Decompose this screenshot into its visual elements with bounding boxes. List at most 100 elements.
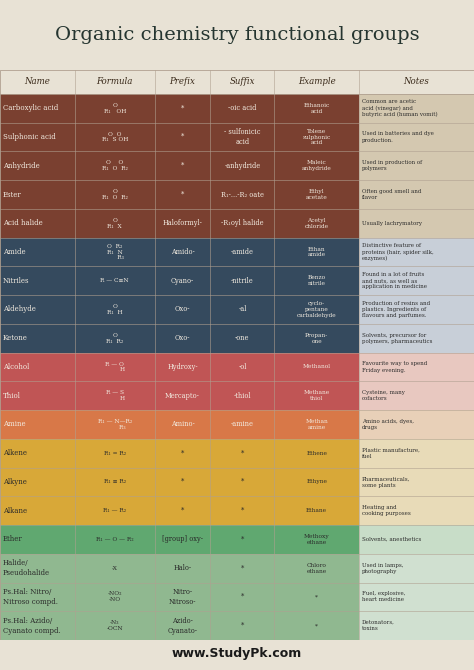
Bar bbox=[359, 496, 474, 525]
Bar bbox=[359, 295, 474, 324]
Text: R₁-...-R₂ oate: R₁-...-R₂ oate bbox=[221, 190, 264, 198]
Text: Mercapto-: Mercapto- bbox=[165, 392, 200, 400]
Text: [group] oxy-: [group] oxy- bbox=[162, 535, 203, 543]
Bar bbox=[359, 123, 474, 151]
Text: Solvents, precursor for
polymers, pharmaceutics: Solvents, precursor for polymers, pharma… bbox=[362, 332, 432, 344]
Text: Ethanoic
acid: Ethanoic acid bbox=[303, 103, 330, 114]
Text: *: * bbox=[241, 478, 244, 486]
Text: Pharmaceuticals,
some plants: Pharmaceuticals, some plants bbox=[362, 476, 410, 488]
Text: Methan
amine: Methan amine bbox=[305, 419, 328, 430]
Text: Haloformyl-: Haloformyl- bbox=[163, 219, 202, 227]
Text: Carboxylic acid: Carboxylic acid bbox=[3, 105, 58, 113]
Text: Ps.Hal: Azido/
Cyanato compd.: Ps.Hal: Azido/ Cyanato compd. bbox=[3, 616, 61, 634]
Bar bbox=[0, 151, 359, 180]
Text: -one: -one bbox=[235, 334, 250, 342]
Text: Ethyne: Ethyne bbox=[306, 480, 327, 484]
Bar bbox=[359, 468, 474, 496]
Text: -N₃
-OCN: -N₃ -OCN bbox=[106, 620, 123, 631]
Bar bbox=[0, 439, 359, 468]
Text: Sulphonic acid: Sulphonic acid bbox=[3, 133, 55, 141]
Bar bbox=[359, 267, 474, 295]
Text: Common are acetic
acid (vinegar) and
butyric acid (human vomit): Common are acetic acid (vinegar) and but… bbox=[362, 99, 438, 117]
Text: Halo-: Halo- bbox=[173, 564, 191, 572]
Text: Production of resins and
plastics. Ingredients of
flavours and parfumes.: Production of resins and plastics. Ingre… bbox=[362, 301, 430, 318]
Bar bbox=[0, 582, 359, 611]
Text: O    O
R₁  O  R₂: O O R₁ O R₂ bbox=[102, 160, 128, 172]
Text: -amine: -amine bbox=[231, 421, 254, 428]
Text: Suffix: Suffix bbox=[230, 78, 255, 86]
Text: *: * bbox=[241, 622, 244, 630]
Bar bbox=[359, 554, 474, 582]
Text: Used in lamps,
photography: Used in lamps, photography bbox=[362, 563, 403, 574]
Bar bbox=[359, 611, 474, 640]
Text: cyclo-
pentane
carbaldehyde: cyclo- pentane carbaldehyde bbox=[297, 302, 337, 318]
Text: O  R₂
R₁  N
      R₃: O R₂ R₁ N R₃ bbox=[106, 244, 124, 261]
Bar bbox=[359, 324, 474, 352]
Text: -oic acid: -oic acid bbox=[228, 105, 256, 113]
Bar bbox=[0, 468, 359, 496]
Text: Nitro-
Nitroso-: Nitro- Nitroso- bbox=[169, 588, 196, 606]
Text: -NO₂
-NO: -NO₂ -NO bbox=[108, 592, 122, 602]
Text: Ester: Ester bbox=[3, 190, 22, 198]
Text: Ps.Hal: Nitro/
Nitroso compd.: Ps.Hal: Nitro/ Nitroso compd. bbox=[3, 588, 58, 606]
Text: *: * bbox=[181, 105, 184, 113]
Text: O  O
R₁  S OH: O O R₁ S OH bbox=[101, 131, 128, 143]
Text: Anhydride: Anhydride bbox=[3, 161, 40, 170]
Bar bbox=[359, 180, 474, 209]
Text: *: * bbox=[241, 535, 244, 543]
Text: Organic chemistry functional groups: Organic chemistry functional groups bbox=[55, 26, 419, 44]
Bar bbox=[359, 582, 474, 611]
Text: *: * bbox=[241, 593, 244, 601]
Text: Thiol: Thiol bbox=[3, 392, 21, 400]
Bar bbox=[359, 352, 474, 381]
Text: Formula: Formula bbox=[97, 78, 133, 86]
Bar bbox=[359, 381, 474, 410]
Text: Heating and
cooking purposes: Heating and cooking purposes bbox=[362, 505, 410, 517]
Text: *: * bbox=[181, 161, 184, 170]
Text: Detonators,
toxins: Detonators, toxins bbox=[362, 620, 394, 631]
Text: Found in a lot of fruits
and nuts, as well as
application in medicine: Found in a lot of fruits and nuts, as we… bbox=[362, 272, 427, 289]
Text: www.StudyPk.com: www.StudyPk.com bbox=[172, 647, 302, 660]
Text: Methoxy
ethane: Methoxy ethane bbox=[304, 534, 329, 545]
Text: Usually lachrymatory: Usually lachrymatory bbox=[362, 221, 422, 226]
Bar bbox=[0, 209, 359, 238]
Text: *: * bbox=[315, 594, 318, 600]
Text: -ol: -ol bbox=[238, 363, 246, 371]
Text: -nitrile: -nitrile bbox=[231, 277, 254, 285]
Text: Plastic manufacture,
fuel: Plastic manufacture, fuel bbox=[362, 448, 419, 459]
Text: Amide: Amide bbox=[3, 248, 26, 256]
Text: Amine: Amine bbox=[3, 421, 26, 428]
Text: Ethane: Ethane bbox=[306, 508, 327, 513]
Bar bbox=[0, 525, 359, 554]
Text: -X: -X bbox=[112, 565, 118, 571]
Text: Ethene: Ethene bbox=[306, 451, 327, 456]
Text: O
R₁  R₂: O R₁ R₂ bbox=[106, 333, 123, 344]
Text: Ethan
amide: Ethan amide bbox=[308, 247, 326, 257]
Text: Favourite way to spend
Friday evening.: Favourite way to spend Friday evening. bbox=[362, 361, 427, 373]
Text: Azido-
Cyanato-: Azido- Cyanato- bbox=[167, 616, 198, 634]
Text: Oxo-: Oxo- bbox=[175, 334, 190, 342]
Bar bbox=[0, 324, 359, 352]
Text: Cyano-: Cyano- bbox=[171, 277, 194, 285]
Text: -amide: -amide bbox=[231, 248, 254, 256]
Text: O
R₁  X: O R₁ X bbox=[108, 218, 122, 228]
Bar bbox=[0, 94, 359, 123]
Text: Alkane: Alkane bbox=[3, 507, 27, 515]
Text: Amino acids, dyes,
drugs: Amino acids, dyes, drugs bbox=[362, 419, 414, 430]
Text: *: * bbox=[181, 190, 184, 198]
Text: R — O
        H: R — O H bbox=[105, 362, 125, 373]
Text: *: * bbox=[181, 507, 184, 515]
Bar bbox=[0, 611, 359, 640]
Bar bbox=[359, 94, 474, 123]
Text: *: * bbox=[241, 507, 244, 515]
Text: R₁ — R₂: R₁ — R₂ bbox=[103, 508, 126, 513]
Bar bbox=[0, 123, 359, 151]
Text: Prefix: Prefix bbox=[170, 78, 195, 86]
Text: Often good smell and
flavor: Often good smell and flavor bbox=[362, 189, 421, 200]
Text: Used in production of
polymers: Used in production of polymers bbox=[362, 160, 422, 172]
Text: -R₁oyl halide: -R₁oyl halide bbox=[221, 219, 264, 227]
Text: O
R₁  O  R₂: O R₁ O R₂ bbox=[102, 189, 128, 200]
Text: Oxo-: Oxo- bbox=[175, 306, 190, 314]
Bar bbox=[359, 439, 474, 468]
Text: O
R₁   OH: O R₁ OH bbox=[103, 103, 126, 114]
